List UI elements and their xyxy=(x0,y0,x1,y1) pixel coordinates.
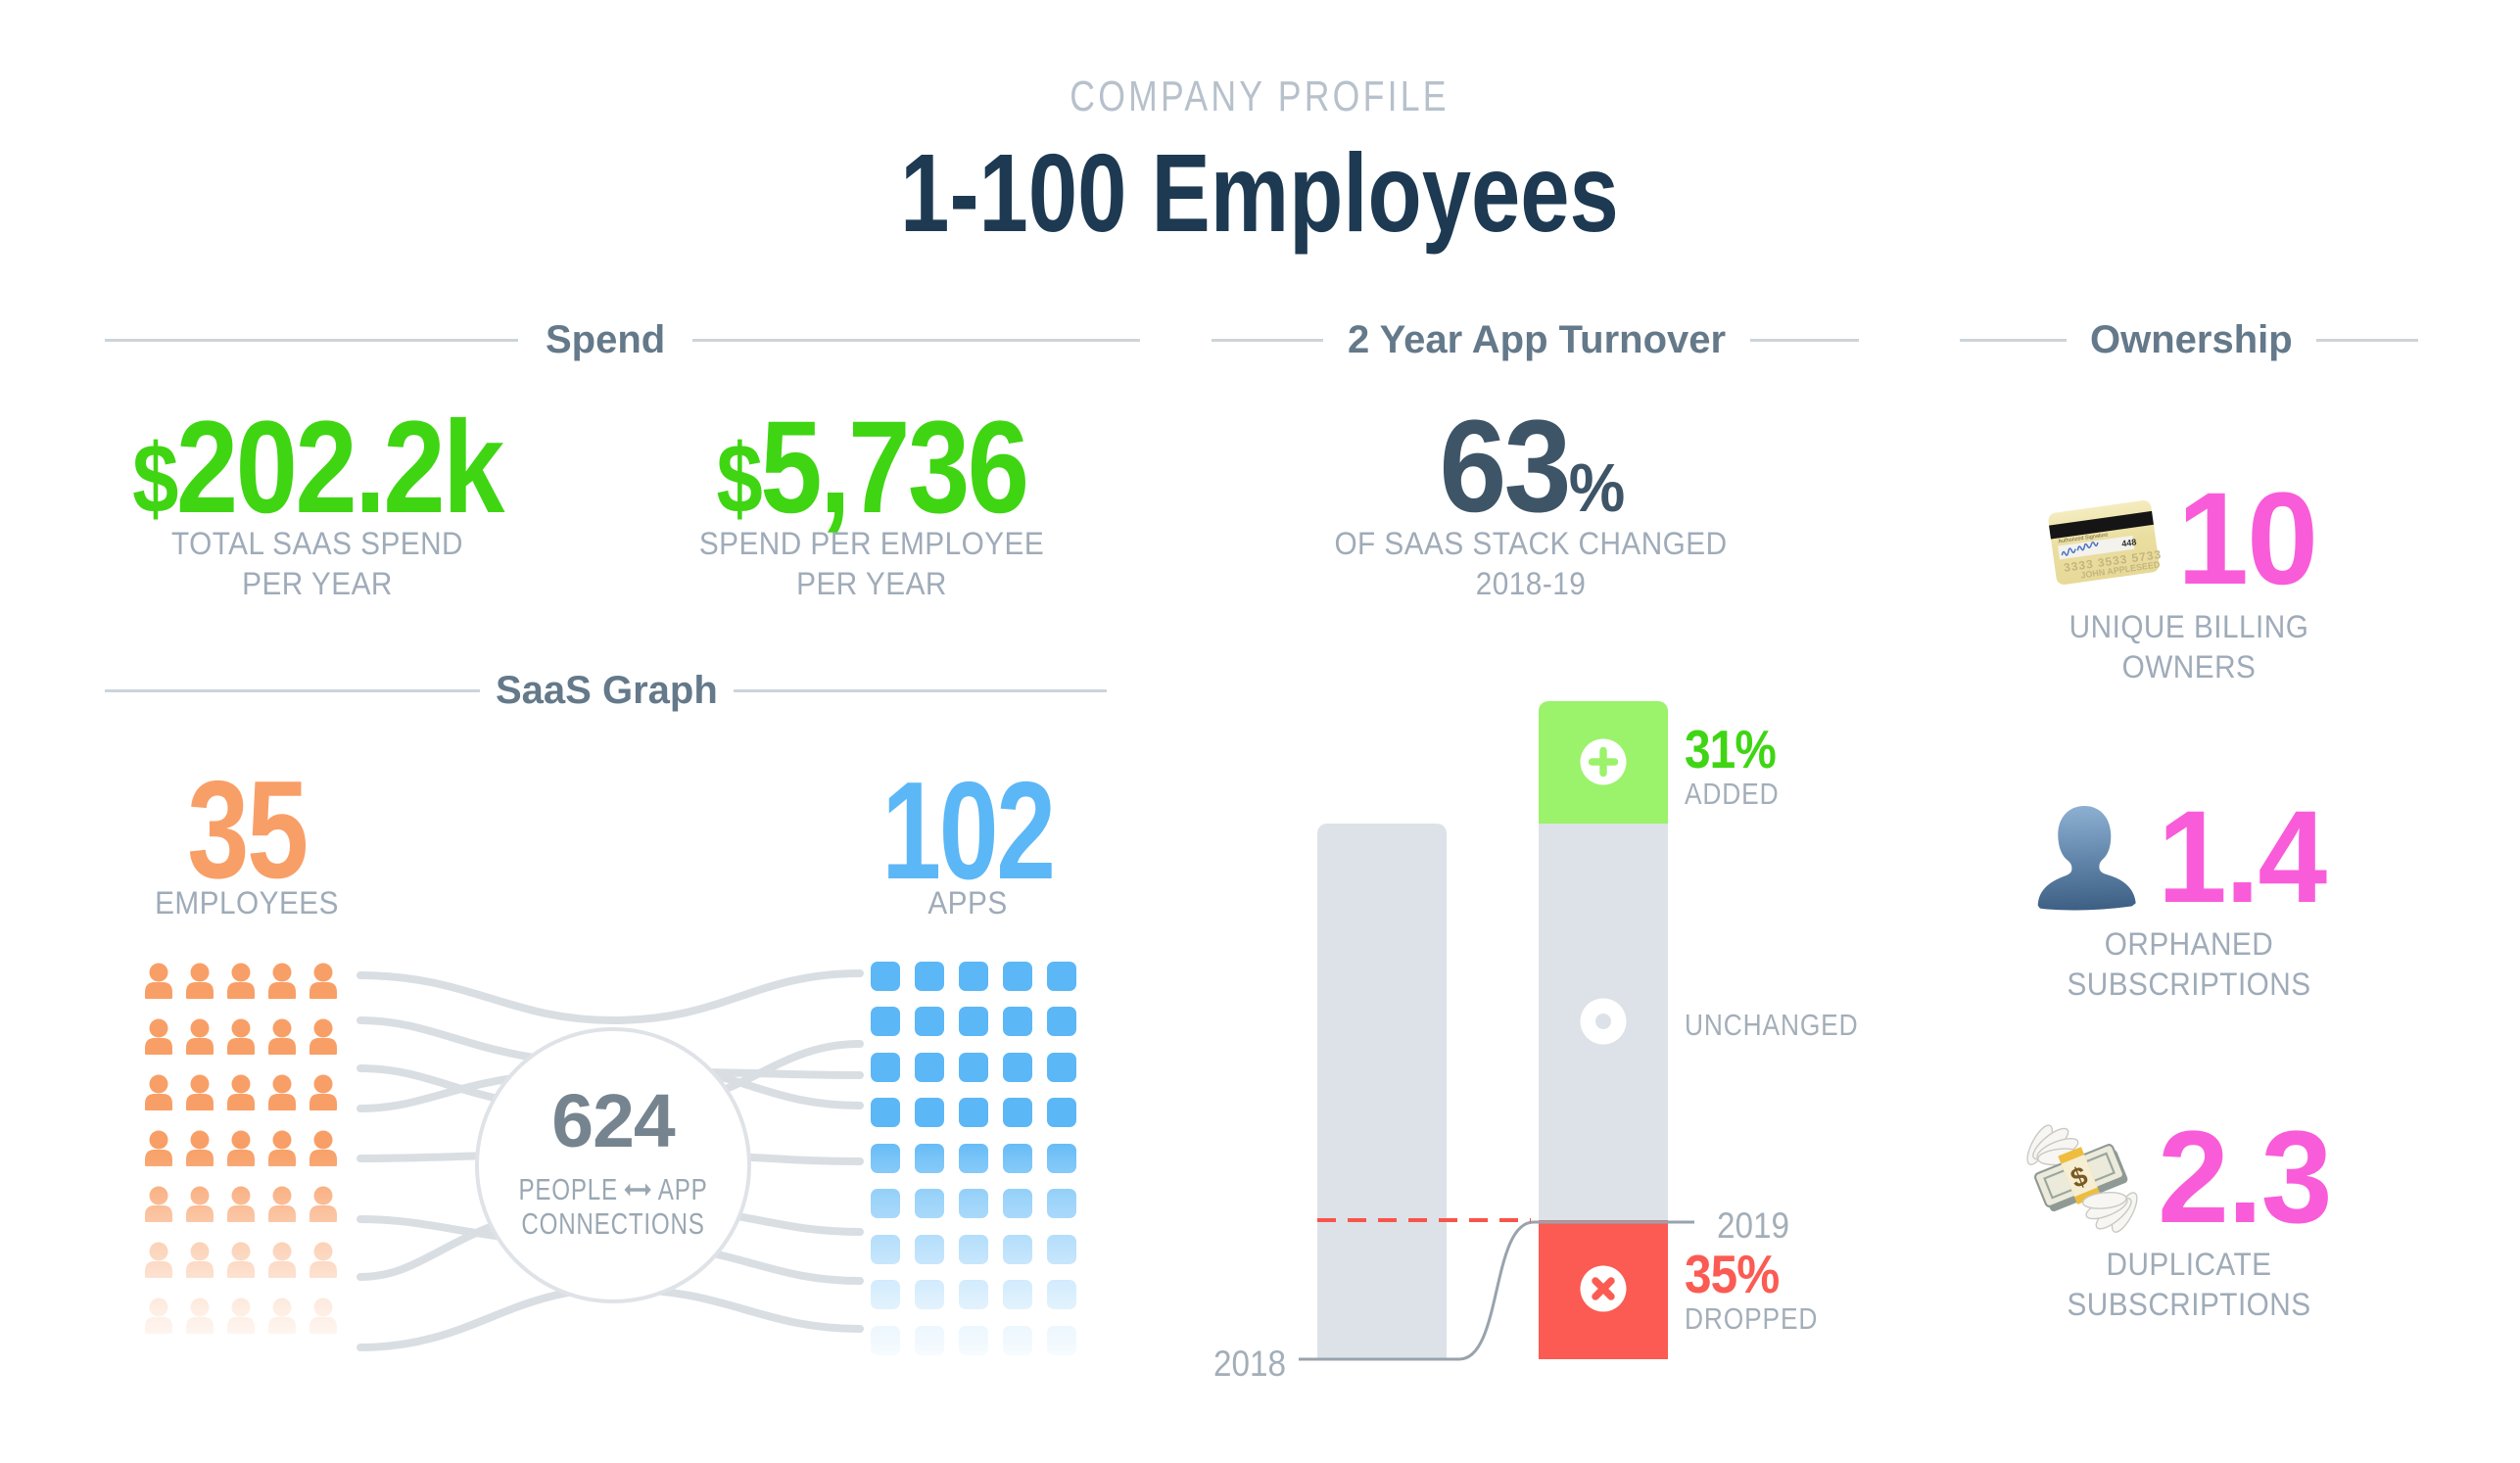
svg-text:448: 448 xyxy=(2121,537,2137,548)
